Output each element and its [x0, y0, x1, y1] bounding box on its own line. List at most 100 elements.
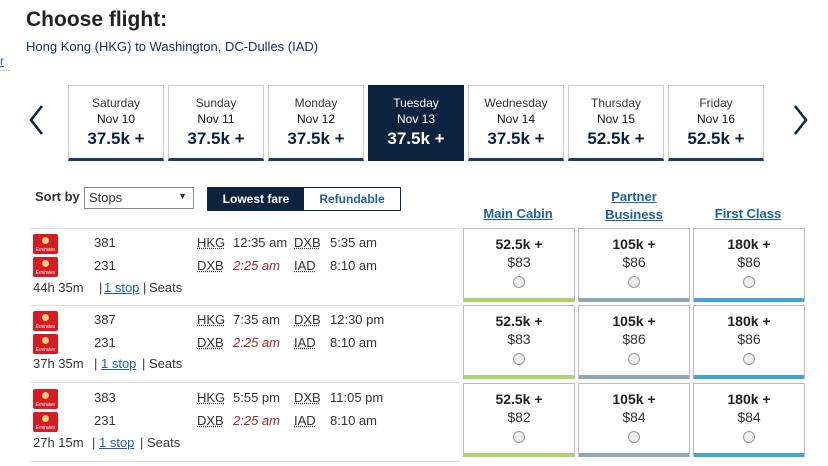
- date-tab-wed[interactable]: Wednesday Nov 14 37.5k +: [468, 85, 564, 161]
- fare-partner-business[interactable]: 105k + $86: [578, 305, 690, 379]
- fare-radio[interactable]: [628, 431, 640, 443]
- date-day: Monday: [294, 96, 338, 110]
- date-day: Friday: [699, 96, 733, 110]
- fare-miles: 105k +: [612, 391, 656, 407]
- date-tab-sat[interactable]: Saturday Nov 10 37.5k +: [68, 85, 164, 161]
- fare-radio[interactable]: [628, 353, 640, 365]
- date-tab-sun[interactable]: Sunday Nov 11 37.5k +: [168, 85, 264, 161]
- fare-radio[interactable]: [743, 276, 755, 288]
- fare-usd: $83: [507, 254, 531, 270]
- cabin-color-bar: [464, 375, 574, 379]
- fare-radio[interactable]: [513, 276, 525, 288]
- route-subtitle: Hong Kong (HKG) to Washington, DC-Dulles…: [26, 39, 319, 54]
- fare-usd: $86: [622, 331, 646, 347]
- duration: 37h 35m: [33, 356, 84, 371]
- cabin-color-bar: [464, 453, 574, 457]
- airport-code[interactable]: DXB: [197, 413, 224, 428]
- stops-link[interactable]: 1 stop: [104, 280, 140, 295]
- duration: 44h 35m: [33, 280, 84, 295]
- airport-code[interactable]: DXB: [294, 390, 321, 405]
- col-header-partner-business[interactable]: Partner Business: [580, 188, 688, 224]
- lowest-fare-button[interactable]: Lowest fare: [208, 188, 304, 210]
- fare-main-cabin[interactable]: 52.5k + $82: [463, 383, 575, 457]
- seats-link[interactable]: Seats: [147, 435, 181, 450]
- date-tab-fri[interactable]: Friday Nov 16 52.5k +: [668, 85, 764, 161]
- fare-miles: 180k +: [727, 313, 771, 329]
- depart-time: 12:35 am: [233, 235, 288, 250]
- fare-first-class[interactable]: 180k + $84: [693, 383, 805, 457]
- arrive-time: 5:35 am: [330, 235, 377, 250]
- sort-by-label: Sort by: [35, 189, 80, 204]
- cabin-color-bar: [579, 298, 689, 302]
- fare-radio[interactable]: [743, 353, 755, 365]
- cabin-color-bar: [579, 453, 689, 457]
- edge-link[interactable]: r: [0, 54, 4, 68]
- fare-main-cabin[interactable]: 52.5k + $83: [463, 228, 575, 302]
- date-date: Nov 10: [96, 112, 136, 126]
- col-header-main-cabin[interactable]: Main Cabin: [483, 206, 553, 221]
- seats-link[interactable]: Seats: [149, 356, 183, 371]
- refundable-button[interactable]: Refundable: [304, 188, 400, 210]
- arrive-time: 11:05 pm: [330, 390, 384, 405]
- stops-link[interactable]: 1 stop: [99, 435, 135, 450]
- chevron-right-icon: [794, 105, 808, 135]
- date-tab-thu[interactable]: Thursday Nov 15 52.5k +: [568, 85, 664, 161]
- emirates-logo-icon: Emirates: [33, 257, 58, 277]
- prev-dates-button[interactable]: [27, 100, 47, 140]
- flight-row: Emirates Emirates 383 231 HKG 5:55 pm DX…: [0, 383, 828, 461]
- col-header-first-class[interactable]: First Class: [714, 206, 782, 221]
- airport-code[interactable]: IAD: [294, 258, 316, 273]
- airport-code[interactable]: HKG: [197, 390, 226, 405]
- page-title: Choose flight:: [26, 8, 168, 31]
- airport-code[interactable]: HKG: [197, 312, 226, 327]
- flight-number: 231: [94, 413, 116, 428]
- fare-radio[interactable]: [628, 276, 640, 288]
- date-price: 52.5k +: [687, 129, 745, 148]
- date-day: Sunday: [195, 96, 237, 110]
- fare-usd: $86: [737, 331, 761, 347]
- date-tab-mon[interactable]: Monday Nov 12 37.5k +: [268, 85, 364, 161]
- cabin-color-bar: [694, 375, 804, 379]
- fare-miles: 52.5k +: [495, 391, 543, 407]
- separator: |: [140, 435, 144, 450]
- airport-code[interactable]: DXB: [197, 258, 224, 273]
- fare-main-cabin[interactable]: 52.5k + $83: [463, 305, 575, 379]
- date-day: Saturday: [91, 96, 141, 110]
- fare-miles: 105k +: [612, 236, 656, 252]
- fare-radio[interactable]: [743, 431, 755, 443]
- divider: [0, 70, 10, 71]
- fare-first-class[interactable]: 180k + $86: [693, 305, 805, 379]
- fare-miles: 180k +: [727, 391, 771, 407]
- cabin-color-bar: [694, 453, 804, 457]
- flight-row: Emirates Emirates 387 231 HKG 7:35 am DX…: [0, 305, 828, 383]
- sort-select-value: Stops: [89, 190, 123, 205]
- next-dates-button[interactable]: [790, 100, 810, 140]
- airport-code[interactable]: DXB: [197, 335, 224, 350]
- sort-select[interactable]: Stops ▼: [84, 187, 194, 209]
- fare-usd: $86: [622, 254, 646, 270]
- airport-code[interactable]: HKG: [197, 235, 226, 250]
- fare-miles: 105k +: [612, 313, 656, 329]
- date-tab-tue-selected[interactable]: Tuesday Nov 13 37.5k +: [368, 85, 464, 161]
- date-date: Nov 11: [197, 112, 235, 126]
- airport-code[interactable]: DXB: [294, 235, 321, 250]
- airport-code[interactable]: IAD: [294, 413, 316, 428]
- date-date: Nov 12: [296, 112, 336, 126]
- seats-link[interactable]: Seats: [149, 280, 183, 295]
- date-day: Tuesday: [393, 96, 439, 110]
- emirates-logo-icon: Emirates: [33, 234, 58, 254]
- airport-code[interactable]: IAD: [294, 335, 316, 350]
- fare-partner-business[interactable]: 105k + $86: [578, 228, 690, 302]
- stops-link[interactable]: 1 stop: [101, 356, 137, 371]
- fare-usd: $83: [507, 331, 531, 347]
- fare-usd: $84: [737, 409, 761, 425]
- fare-radio[interactable]: [513, 431, 525, 443]
- fare-partner-business[interactable]: 105k + $84: [578, 383, 690, 457]
- col-header-partner-line2: Business: [605, 207, 663, 222]
- fare-radio[interactable]: [513, 353, 525, 365]
- row-divider: [30, 305, 460, 306]
- fare-first-class[interactable]: 180k + $86: [693, 228, 805, 302]
- date-day: Thursday: [590, 96, 642, 110]
- airport-code[interactable]: DXB: [294, 312, 321, 327]
- depart-time: 2:25 am: [233, 258, 280, 273]
